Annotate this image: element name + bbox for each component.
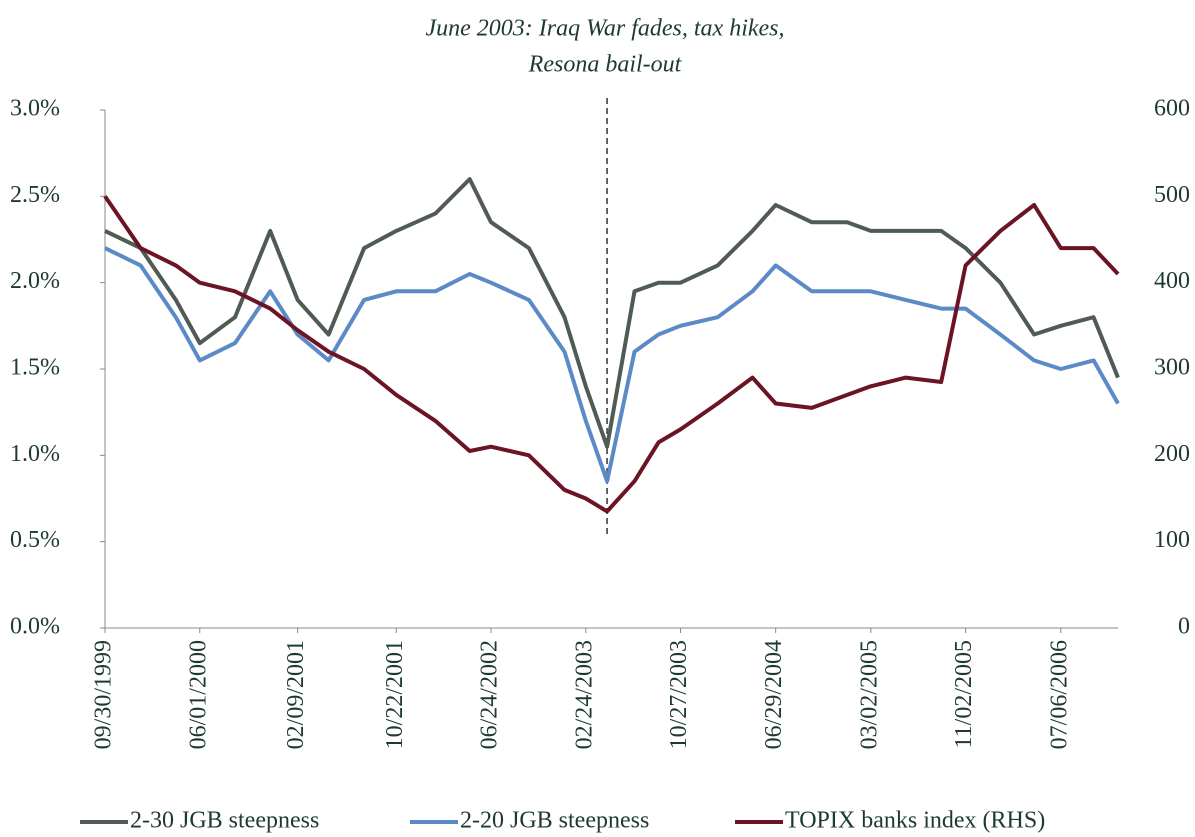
y-tick-label: 0.5% — [10, 527, 60, 553]
x-tick-label: 10/22/2001 — [382, 640, 408, 749]
x-tick-label: 06/29/2004 — [761, 640, 787, 749]
x-tick-label: 06/01/2000 — [185, 640, 211, 749]
y2-tick-label: 600 — [1154, 96, 1190, 122]
legend-label: 2-30 JGB steepness — [130, 808, 319, 834]
y2-tick-label: 200 — [1154, 441, 1190, 467]
series-line — [104, 177, 1120, 449]
y-tick-label: 0.0% — [10, 614, 60, 640]
y-tick-label: 1.0% — [10, 441, 60, 467]
x-tick-label: 11/02/2005 — [951, 640, 977, 748]
series-line — [103, 195, 1120, 514]
x-tick-label: 02/09/2001 — [283, 640, 309, 749]
annotation-line: Resona bail-out — [528, 52, 683, 78]
y2-tick-label: 500 — [1154, 182, 1190, 208]
y-tick-label: 3.0% — [10, 96, 60, 122]
y2-tick-label: 100 — [1154, 527, 1190, 553]
annotation-line: June 2003: Iraq War fades, tax hikes, — [425, 16, 784, 42]
x-tick-label: 02/24/2003 — [571, 640, 597, 749]
series-line — [104, 246, 1120, 484]
x-tick-label: 10/27/2003 — [666, 640, 692, 749]
x-tick-label: 03/02/2005 — [856, 640, 882, 749]
y2-tick-label: 300 — [1154, 355, 1190, 381]
y2-tick-label: 0 — [1178, 614, 1190, 640]
legend-label: 2-20 JGB steepness — [460, 808, 649, 834]
y-tick-label: 2.5% — [10, 182, 60, 208]
x-tick-label: 07/06/2006 — [1046, 640, 1072, 749]
y2-tick-label: 400 — [1154, 268, 1190, 294]
x-tick-label: 09/30/1999 — [91, 640, 117, 749]
legend-label: TOPIX banks index (RHS) — [785, 808, 1045, 834]
x-tick-label: 06/24/2002 — [477, 640, 503, 749]
y-tick-label: 1.5% — [10, 355, 60, 381]
y-tick-label: 2.0% — [10, 268, 60, 294]
